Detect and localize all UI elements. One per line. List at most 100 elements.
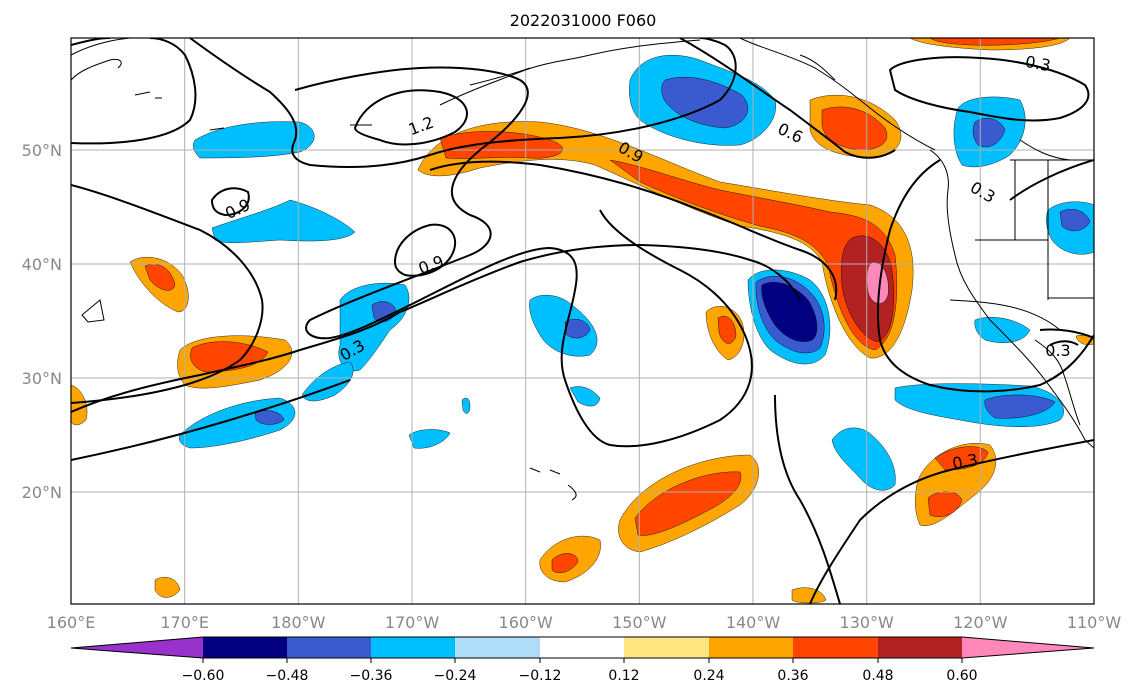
- coastline-segment: [799, 54, 836, 81]
- colorbar-tick-label: −0.48: [266, 668, 309, 684]
- longitude-label: 120°W: [953, 613, 1008, 632]
- colorbar-segment: [624, 637, 709, 658]
- field-shade-neg_038: [529, 294, 598, 357]
- longitude-labels: 160°E 170°E 180°W 170°W 160°W 150°W 140°W 130°W…: [47, 613, 1122, 632]
- colorbar-tick-label: 0.24: [693, 668, 724, 684]
- latitude-label: 40°N: [22, 255, 62, 274]
- longitude-label: 140°W: [726, 613, 781, 632]
- colorbar-segment: [203, 637, 287, 658]
- colorbar-segment: [71, 637, 203, 658]
- latitude-label: 50°N: [22, 141, 62, 160]
- contour-label: 0.3: [1045, 341, 1070, 360]
- coastline-segment: [529, 467, 541, 473]
- field-shade-neg_055: [761, 282, 818, 342]
- coastline-segment: [469, 67, 531, 86]
- colorbar-segment: [540, 637, 624, 658]
- colorbar-segment: [962, 637, 1094, 658]
- colorbar-tick-label: 0.48: [862, 668, 893, 684]
- contour-line: [1049, 340, 1079, 346]
- gridlines: [71, 38, 1094, 604]
- field-shade-pos_038: [551, 553, 579, 573]
- contour-line: [294, 66, 753, 448]
- contour-line: [71, 184, 264, 404]
- colorbar-segment: [878, 637, 962, 658]
- coastline-segment: [739, 38, 936, 151]
- map-panel: 1.20.90.90.90.30.30.60.30.30.3 160°E 170°…: [22, 37, 1122, 632]
- field-shade-neg_038: [192, 121, 315, 159]
- longitude-label: 110°W: [1067, 613, 1122, 632]
- colorbar-segment: [455, 637, 540, 658]
- coastlines: [71, 38, 1094, 501]
- contour-line: [1009, 159, 1094, 201]
- longitude-label: 180°W: [271, 613, 326, 632]
- colorbar-segment: [371, 637, 455, 658]
- coastline-segment: [929, 149, 1094, 449]
- contour-line: [353, 89, 468, 146]
- shaded-field: [71, 38, 1094, 604]
- colorbar-tick-label: −0.12: [519, 668, 562, 684]
- colorbar-tick-label: −0.36: [350, 668, 393, 684]
- coastline-segment: [949, 299, 1061, 331]
- field-shade-pos_038: [929, 38, 1061, 46]
- colorbar-segment: [793, 637, 878, 658]
- contour-line: [429, 160, 838, 301]
- field-shade-neg_046: [254, 410, 285, 425]
- field-shade-neg_038: [831, 427, 896, 491]
- contour-label: 0.3: [951, 450, 979, 473]
- field-shade-pos_038: [634, 471, 742, 536]
- contour-line: [1039, 328, 1094, 339]
- contour-line: [71, 379, 351, 461]
- field-shade-neg_038: [211, 199, 356, 243]
- contour-line: [774, 394, 841, 604]
- longitude-label: 130°W: [840, 613, 895, 632]
- coastline-segment: [81, 299, 105, 323]
- field-shade-neg_046: [1059, 209, 1091, 232]
- contour-line: [877, 159, 1094, 393]
- field-shade-pos_038: [717, 316, 737, 344]
- latitude-label: 20°N: [22, 483, 62, 502]
- longitude-label: 160°W: [499, 613, 554, 632]
- field-shade-pos_038: [439, 131, 563, 159]
- longitude-label: 160°E: [47, 613, 96, 632]
- latitude-label: 30°N: [22, 369, 62, 388]
- field-shade-pos_038: [144, 264, 176, 291]
- colorbar-tick-label: −0.60: [182, 668, 225, 684]
- colorbar-tick-label: −0.24: [434, 668, 477, 684]
- chart-title: 2022031000 F060: [510, 11, 657, 30]
- contour-line: [210, 187, 250, 217]
- coastline-segment: [439, 39, 701, 106]
- colorbar-segment: [709, 637, 793, 658]
- coastline-segment: [567, 484, 577, 501]
- colorbar-tick-label: 0.12: [608, 668, 639, 684]
- contour-line: [888, 56, 1090, 122]
- field-shade-neg_046: [972, 118, 1006, 148]
- contour-line: [393, 223, 457, 277]
- contour-line: [71, 243, 801, 413]
- contour-line: [809, 439, 1094, 604]
- field-shade-neg_046: [984, 394, 1056, 419]
- coastline-segment: [209, 127, 225, 131]
- contour-label: 0.3: [1024, 52, 1052, 75]
- field-shade-neg_038: [461, 397, 471, 414]
- longitude-label: 150°W: [612, 613, 667, 632]
- field-shade-neg_038: [569, 386, 601, 407]
- latitude-labels: 50°N 40°N 30°N 20°N: [22, 141, 62, 502]
- coastline-segment: [71, 59, 122, 81]
- contour-line: [679, 38, 896, 159]
- coastline-segment: [549, 469, 561, 475]
- map-frame: [70, 37, 1095, 605]
- colorbar-segment: [287, 637, 371, 658]
- colorbar-tick-label: 0.36: [777, 668, 808, 684]
- coastline-segment: [1034, 339, 1081, 426]
- field-shade-pos_026: [791, 587, 827, 604]
- contour-lines: [71, 38, 1094, 604]
- field-shade-neg_046: [564, 319, 591, 339]
- longitude-label: 170°W: [385, 613, 440, 632]
- field-shade-neg_038: [408, 429, 451, 449]
- colorbar-tick-label: 0.60: [946, 668, 977, 684]
- longitude-label: 170°E: [160, 613, 209, 632]
- contour-line: [71, 38, 197, 145]
- field-shade-neg_038: [974, 317, 1031, 343]
- colorbar: −0.60 −0.48 −0.36 −0.24 −0.12 0.12 0.24 0.36 0.4…: [70, 636, 1095, 684]
